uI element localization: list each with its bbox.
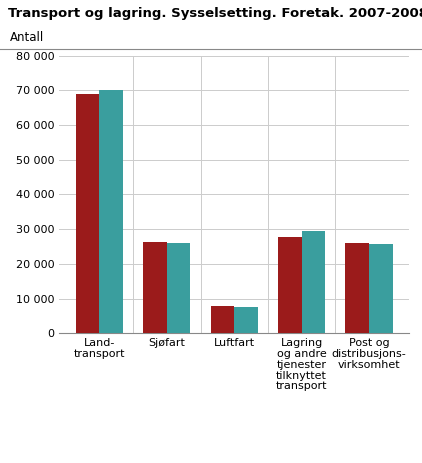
Bar [143,242,167,333]
Bar [234,307,258,333]
Text: Transport og lagring. Sysselsetting. Foretak. 2007-2008. Antall: Transport og lagring. Sysselsetting. For… [8,7,422,20]
Bar [345,244,369,333]
Bar [278,237,302,333]
Bar [167,243,190,333]
Text: Antall: Antall [10,31,44,44]
Bar [302,232,325,333]
Bar [100,90,123,333]
Bar [76,94,100,333]
Bar [211,306,234,333]
Bar [369,244,392,333]
